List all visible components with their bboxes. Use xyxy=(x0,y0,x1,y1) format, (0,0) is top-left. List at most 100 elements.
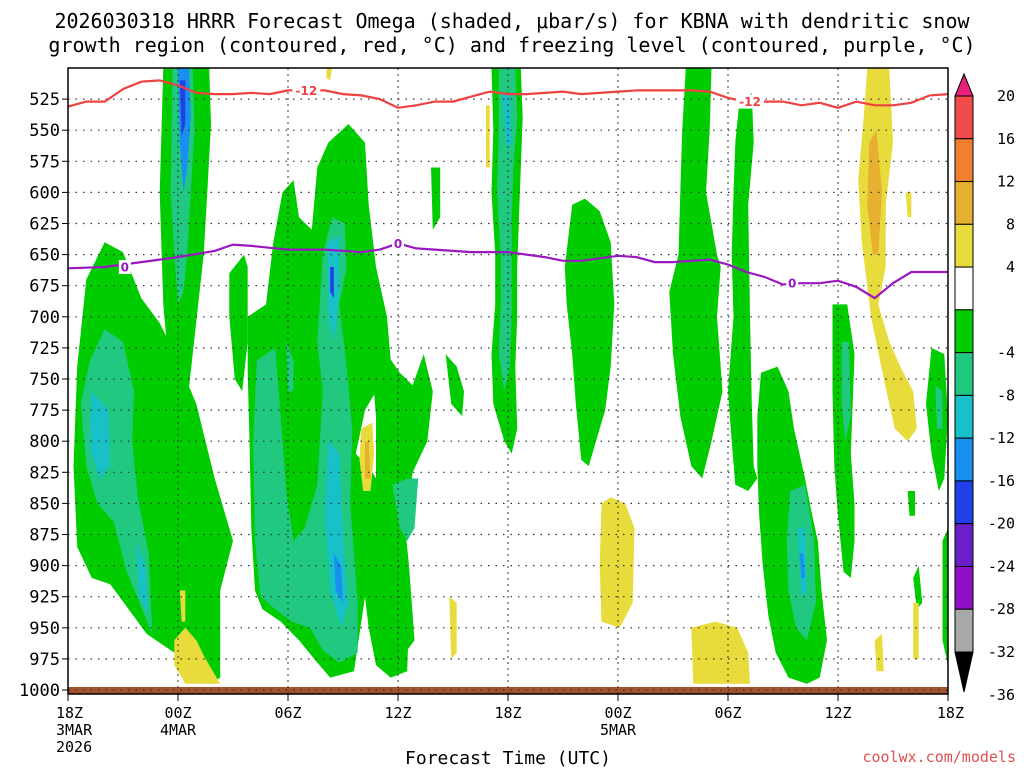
colorbar-bin--24 xyxy=(954,480,974,525)
colorbar-label--28: -28 xyxy=(988,600,1015,618)
y-tick-label-775: 775 xyxy=(29,401,60,421)
chart-title-line1: 2026030318 HRRR Forecast Omega (shaded, … xyxy=(54,9,970,33)
omega-region-32 xyxy=(841,341,851,442)
omega-region-18 xyxy=(392,478,419,541)
omega-region-39 xyxy=(179,590,186,622)
colorbar-label--24: -24 xyxy=(988,557,1015,575)
y-tick-label-825: 825 xyxy=(29,463,60,483)
omega-region-49 xyxy=(905,192,912,218)
y-tick-label-575: 575 xyxy=(29,152,60,172)
colorbar-bin--36 xyxy=(954,608,974,653)
x-tick-label-18: 12Z xyxy=(384,704,411,722)
omega-region-13 xyxy=(324,441,349,628)
omega-region-38 xyxy=(174,627,221,684)
colorbar-bin--28 xyxy=(954,523,974,567)
y-tick-label-625: 625 xyxy=(29,215,60,235)
colorbar-label--4: -4 xyxy=(997,344,1015,362)
omega-region-22 xyxy=(497,68,518,392)
x-tick-label-12: 06Z xyxy=(274,704,301,722)
colorbar-label-16: 16 xyxy=(997,130,1015,148)
colorbar-label--32: -32 xyxy=(988,643,1015,661)
colorbar: 20 16 12 8 4 -4 -8 -12 -16 -20 -24 -28 -32 -36 xyxy=(954,72,1015,704)
omega-region-9 xyxy=(229,254,248,392)
omega-region-43 xyxy=(486,105,490,168)
y-tick-label-950: 950 xyxy=(29,619,60,639)
x-tick-label-24: 18Z xyxy=(494,704,521,722)
colorbar-label--36: -36 xyxy=(988,686,1015,704)
colorbar-bin--4 xyxy=(954,266,974,311)
y-tick-label-600: 600 xyxy=(29,183,60,203)
y-tick-label-750: 750 xyxy=(29,370,60,390)
omega-region-26 xyxy=(728,92,758,492)
y-tick-label-975: 975 xyxy=(29,650,60,670)
y-tick-label-725: 725 xyxy=(29,339,60,359)
x-tick-label-36: 06Z xyxy=(714,704,741,722)
x-tick-label-48: 18Z xyxy=(937,704,964,722)
omega-region-16 xyxy=(286,341,294,392)
colorbar-bottom-arrow xyxy=(954,651,974,693)
freezing-level-0-label-0: 0 xyxy=(121,261,129,275)
x-axis-title: Forecast Time (UTC) xyxy=(405,748,611,768)
terrain-ground-band xyxy=(68,687,948,694)
omega-region-36 xyxy=(935,385,943,429)
dendritic-growth-minus12-label-bg-1 xyxy=(736,94,764,109)
freezing-level-0-label-2: 0 xyxy=(788,277,796,291)
chart-title-line2: growth region (contoured, red, °C) and f… xyxy=(48,33,975,57)
omega-region-44 xyxy=(599,497,635,628)
colorbar-bin--12 xyxy=(954,352,974,396)
y-tick-label-900: 900 xyxy=(29,557,60,577)
omega-region-51 xyxy=(326,68,332,81)
x-tick-label-42: 12Z xyxy=(824,704,851,722)
omega-region-2 xyxy=(90,391,111,479)
omega-region-33 xyxy=(913,565,923,610)
omega-region-30 xyxy=(799,553,805,578)
omega-region-15 xyxy=(330,267,334,299)
x-tick-label-30: 00Z xyxy=(604,704,631,722)
omega-region-20 xyxy=(431,167,441,230)
x-tick-date-6: 4MAR xyxy=(160,721,197,739)
omega-region-48 xyxy=(874,634,884,672)
dendritic-growth-minus12-label-bg-0 xyxy=(292,83,321,98)
omega-region-24 xyxy=(564,198,615,467)
y-tick-label-1000: 1000 xyxy=(19,681,60,701)
y-axis: 525 550 575 600 625 650 675 700 725 750 775 800 825 8… xyxy=(19,90,68,701)
colorbar-bin--16 xyxy=(954,394,974,439)
colorbar-label--8: -8 xyxy=(997,386,1015,404)
x-tick-label-6: 00Z xyxy=(164,704,191,722)
y-tick-label-925: 925 xyxy=(29,588,60,608)
credit-text: coolwx.com/models xyxy=(862,748,1016,766)
freezing-level-0-line xyxy=(67,242,948,300)
colorbar-bin-12 xyxy=(954,138,974,183)
colorbar-bin--20 xyxy=(954,437,974,482)
freezing-level-0-label-bg-1 xyxy=(392,236,404,251)
freezing-level-0-label-1: 0 xyxy=(394,237,402,251)
colorbar-bin--8 xyxy=(954,309,974,354)
y-tick-label-650: 650 xyxy=(29,246,60,266)
omega-region-14 xyxy=(333,553,343,603)
omega-region-8 xyxy=(189,509,221,684)
colorbar-bin-8 xyxy=(954,181,974,225)
colorbar-label-12: 12 xyxy=(997,173,1015,191)
colorbar-label--16: -16 xyxy=(988,472,1015,490)
y-tick-label-525: 525 xyxy=(29,90,60,110)
colorbar-top-arrow xyxy=(954,72,974,97)
contour-lines: -12 -12 0 0 0 xyxy=(67,79,949,300)
dendritic-growth-minus12-label-0: -12 xyxy=(295,84,317,98)
omega-region-41 xyxy=(365,441,371,479)
colorbar-label-20: 20 xyxy=(997,87,1015,105)
x-tick-year-0: 2026 xyxy=(56,738,92,756)
freezing-level-0-label-bg-2 xyxy=(786,276,799,291)
omega-region-34 xyxy=(907,491,915,516)
omega-region-37 xyxy=(942,528,948,666)
y-tick-label-800: 800 xyxy=(29,432,60,452)
omega-region-50 xyxy=(913,602,919,659)
omega-region-23 xyxy=(502,92,512,149)
omega-region-45 xyxy=(691,621,750,684)
colorbar-label--20: -20 xyxy=(988,515,1015,533)
y-tick-label-700: 700 xyxy=(29,308,60,328)
y-tick-label-850: 850 xyxy=(29,494,60,514)
y-tick-label-875: 875 xyxy=(29,526,60,546)
omega-shading xyxy=(73,68,948,684)
x-tick-date-30: 5MAR xyxy=(600,721,637,739)
